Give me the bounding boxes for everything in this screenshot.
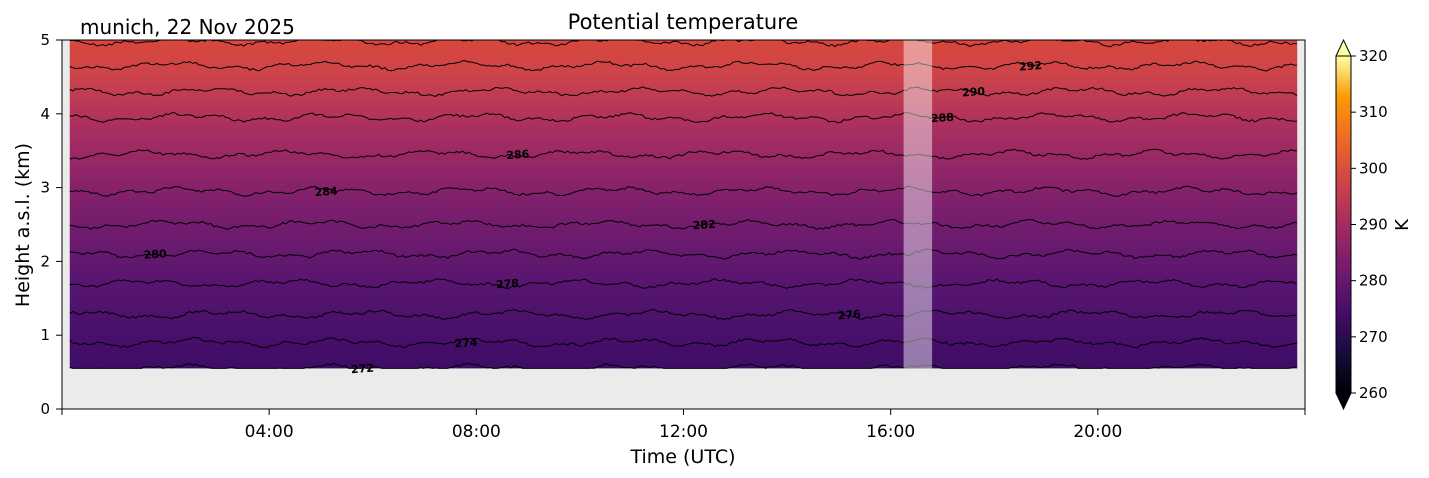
contour-line (69, 277, 1297, 290)
contour-line (69, 248, 1297, 260)
contour-line (69, 148, 1297, 160)
missing-data-band (903, 40, 933, 369)
x-tick-label: 04:00 (245, 422, 294, 442)
x-tick-label: 12:00 (659, 422, 708, 442)
x-axis-label: Time (UTC) (629, 446, 735, 468)
colorbar-tick-label: 320 (1359, 47, 1388, 65)
colorbar: 260 270 280 290 300 310 320 K (1335, 38, 1413, 411)
contour-labels: 272 274 276 278 280 282 284 286 288 290 292 (143, 59, 1042, 376)
contour-label: 284 (314, 184, 338, 199)
chart-title: Potential temperature (568, 10, 799, 34)
colorbar-tick-label: 300 (1359, 159, 1388, 177)
contour-line (69, 40, 1297, 48)
contour-line (69, 218, 1297, 231)
colorbar-label: K (1392, 218, 1413, 231)
colorbar-tick-label: 290 (1359, 216, 1388, 234)
y-tick-label: 4 (40, 105, 50, 123)
y-tick-label: 1 (40, 326, 50, 344)
contour-line (69, 362, 1297, 369)
contour-label: 272 (351, 362, 375, 377)
colorbar-body (1335, 55, 1352, 394)
colorbar-tick-label: 310 (1359, 103, 1388, 121)
colorbar-tick-label: 260 (1359, 384, 1388, 402)
colorbar-ticks: 260 270 280 290 300 310 320 (1351, 47, 1388, 402)
contour-label: 288 (931, 111, 955, 126)
y-tick-label: 3 (40, 179, 50, 197)
x-tick-label: 16:00 (866, 422, 915, 442)
contour-line (69, 336, 1297, 349)
contour-label: 274 (454, 336, 478, 351)
colorbar-tick-label: 280 (1359, 272, 1388, 290)
contour-line (69, 309, 1297, 321)
contour-label: 282 (692, 218, 716, 233)
contour-label: 278 (496, 277, 520, 292)
contour-lines (69, 40, 1298, 369)
contour-line (69, 112, 1297, 124)
x-tick-label: 08:00 (452, 422, 501, 442)
contour-label: 276 (837, 308, 861, 323)
colorbar-tick-label: 270 (1359, 328, 1388, 346)
colorbar-extend-bottom (1335, 392, 1352, 411)
y-tick-label: 5 (40, 31, 50, 49)
y-tick-label: 2 (40, 252, 50, 270)
y-tick-label: 0 (40, 400, 50, 418)
contour-line (69, 60, 1297, 72)
y-axis-ticks: 0 1 2 3 4 5 (40, 31, 62, 418)
x-tick-label: 20:00 (1073, 422, 1122, 442)
x-axis-ticks: 04:00 08:00 12:00 16:00 20:00 (61, 409, 1306, 442)
contour-line (69, 185, 1298, 197)
chart-subtitle: munich, 22 Nov 2025 (80, 15, 295, 39)
colorbar-extend-top (1335, 38, 1352, 57)
contour-label: 286 (506, 148, 530, 163)
contour-label: 280 (143, 247, 167, 262)
temperature-field (69, 40, 1298, 369)
contour-label: 292 (1019, 59, 1043, 74)
contour-line (69, 86, 1298, 97)
contour-label: 290 (962, 85, 986, 100)
y-axis-label: Height a.s.l. (km) (12, 143, 34, 307)
